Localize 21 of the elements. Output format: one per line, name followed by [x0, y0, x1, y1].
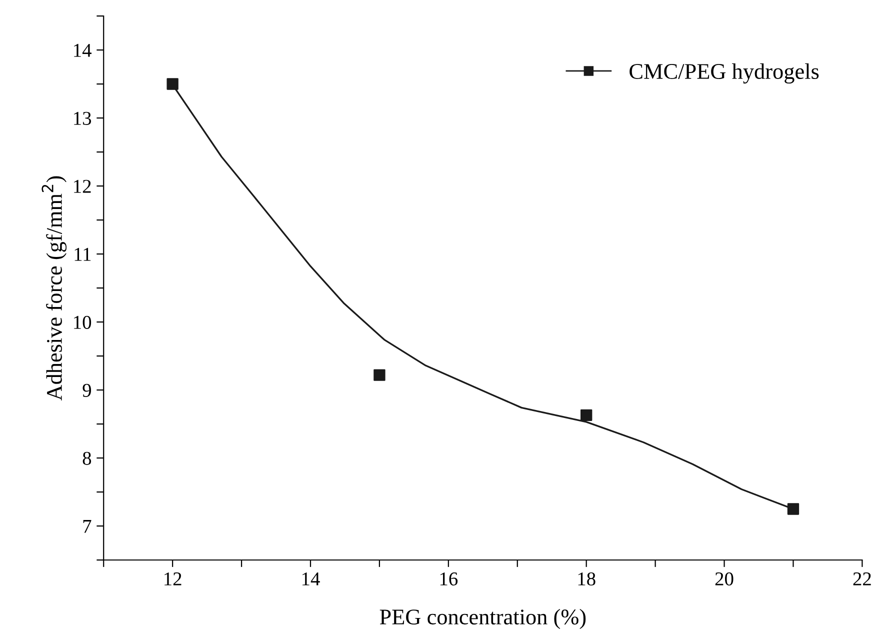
y-tick-label: 8 [82, 452, 92, 465]
y-tick-label: 11 [74, 248, 91, 261]
x-tick-label: 20 [715, 572, 734, 586]
x-tick-label: 16 [440, 572, 458, 586]
y-tick-label: 9 [82, 384, 91, 397]
y-tick-label: 12 [74, 180, 91, 193]
point [374, 369, 386, 381]
y-tick-label: 7 [83, 520, 92, 533]
x-tick-label: 14 [302, 572, 320, 586]
point [166, 78, 178, 90]
x-tick-label: 18 [578, 572, 596, 586]
y-axis-title: Adhesive force (gf/mm$^{2}$) [42, 176, 67, 401]
y-tick-label: 13 [74, 112, 92, 125]
x-axis-title: PEG concentration (%) [380, 608, 586, 630]
point [787, 503, 800, 515]
y-tick-label: 10 [74, 316, 92, 329]
x-tick-label: 12 [164, 572, 182, 586]
x-tick-label: 22 [853, 572, 871, 586]
legend-label: CMC/PEG hydrogels [630, 63, 819, 84]
y-tick-label: 14 [74, 44, 92, 57]
point [580, 409, 592, 422]
